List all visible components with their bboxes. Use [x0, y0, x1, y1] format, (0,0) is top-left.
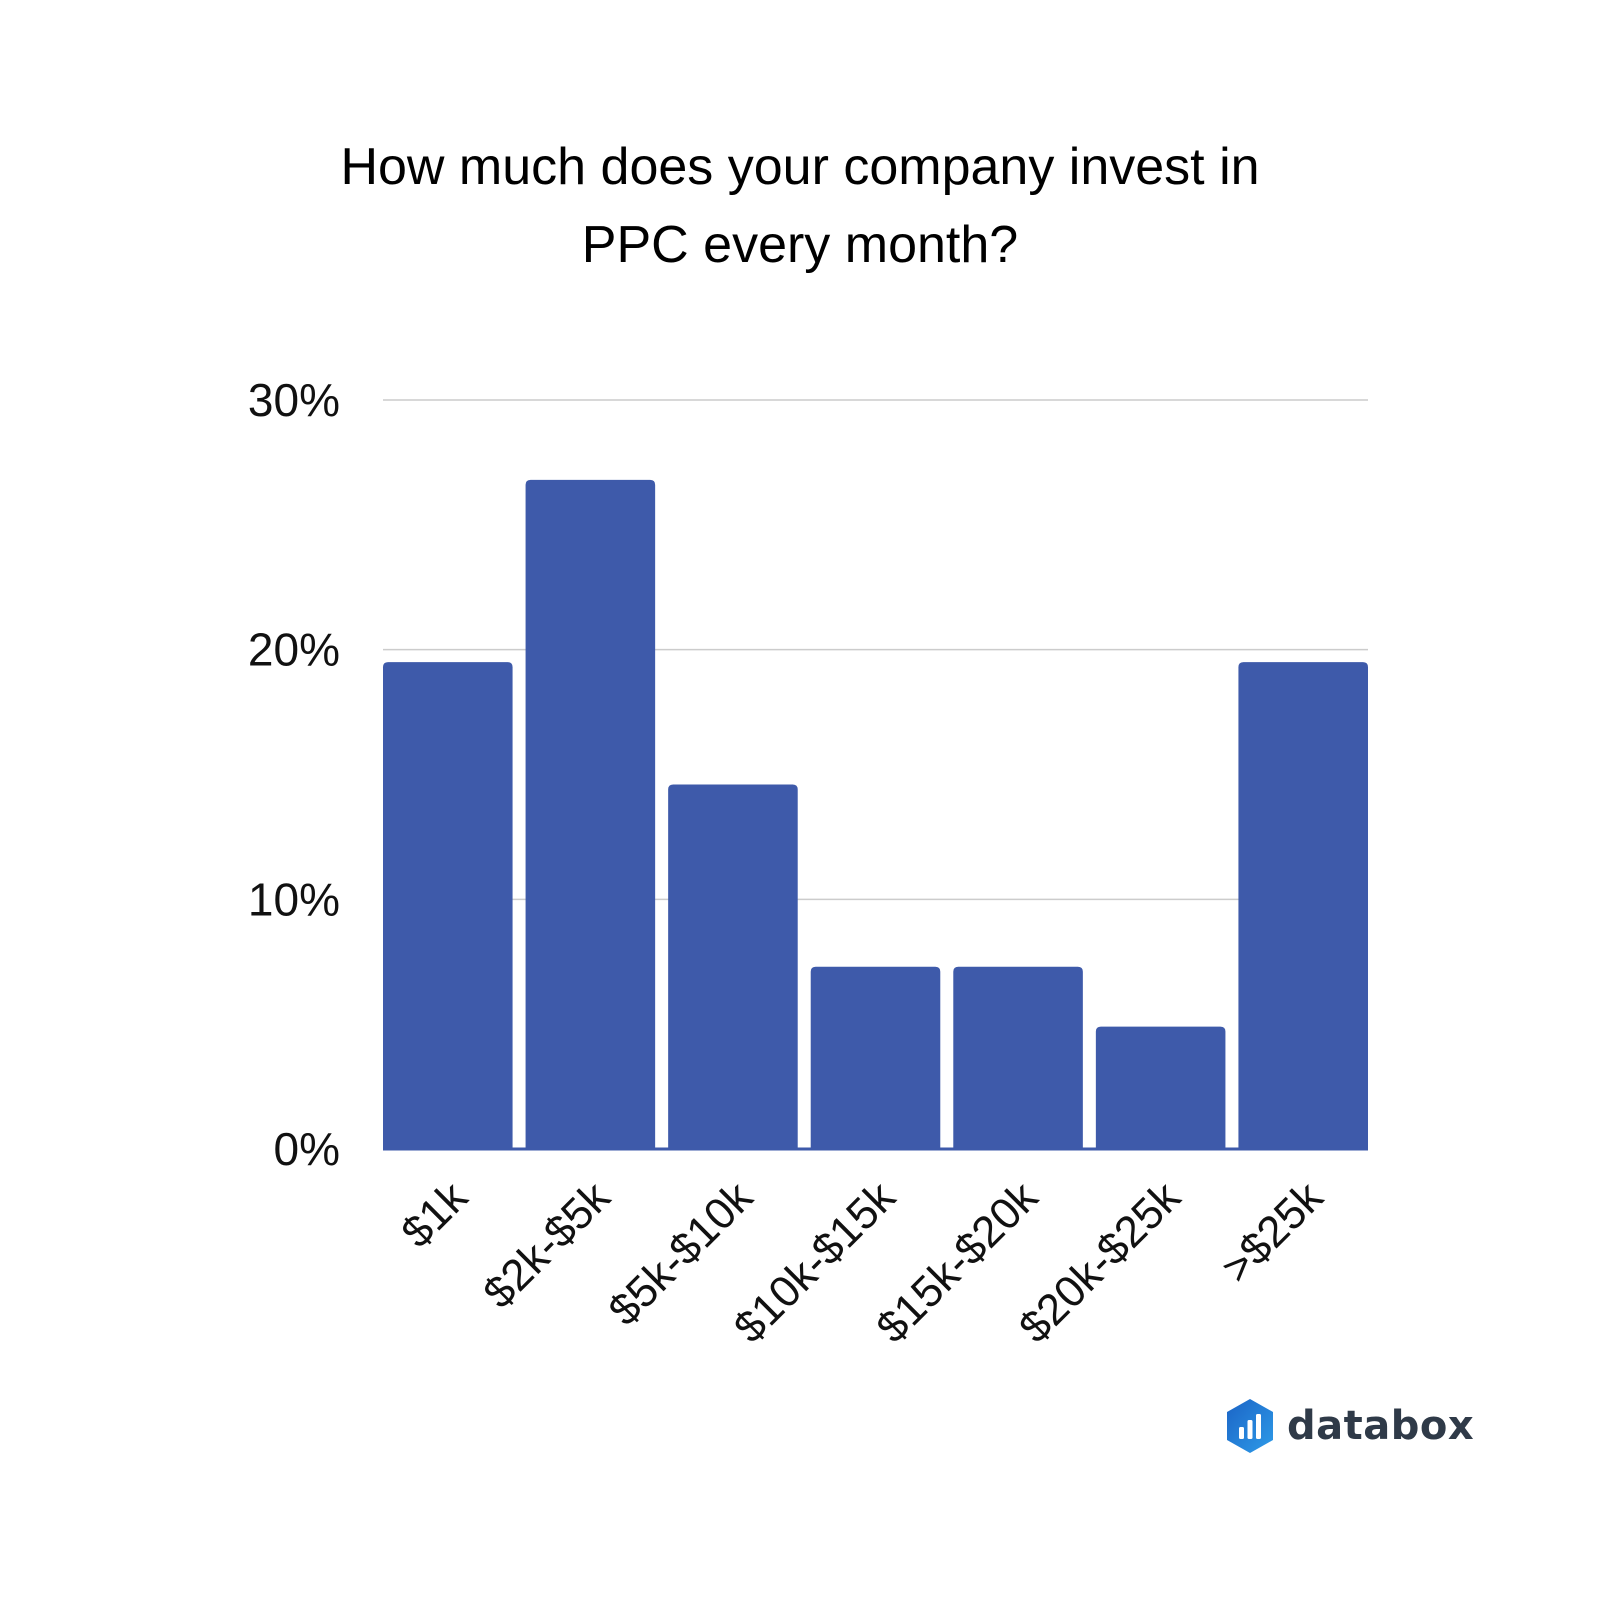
chart-title: How much does your company invest in PPC…	[280, 128, 1320, 284]
brand-name: databox	[1287, 1403, 1475, 1449]
bar	[1095, 1026, 1226, 1149]
x-category-label: >$25k	[1212, 1172, 1333, 1293]
bar	[525, 479, 656, 1150]
bar	[1238, 662, 1368, 1149]
bar	[810, 966, 941, 1149]
x-category-label: $1k	[392, 1172, 478, 1258]
chart-title-line-1: How much does your company invest in	[340, 138, 1260, 196]
y-tick-label: 30%	[248, 374, 340, 426]
y-axis-ticks: 0% 10% 20% 30%	[248, 374, 340, 1175]
y-tick-label: 20%	[248, 624, 340, 676]
bar	[953, 966, 1083, 1149]
x-axis-labels: $1k$2k-$5k$5k-$10k$10k-$15k$15k-$20k$20k…	[392, 1172, 1333, 1353]
brand-logo: databox	[1225, 1398, 1474, 1454]
bar	[668, 784, 798, 1149]
x-category-label: $2k-$5k	[474, 1172, 620, 1318]
y-tick-label: 10%	[248, 873, 340, 925]
bar	[383, 662, 513, 1149]
bars	[383, 479, 1368, 1150]
chart-title-line-2: PPC every month?	[581, 216, 1019, 274]
databox-logo-icon	[1227, 1399, 1273, 1453]
y-tick-label: 0%	[274, 1123, 340, 1175]
